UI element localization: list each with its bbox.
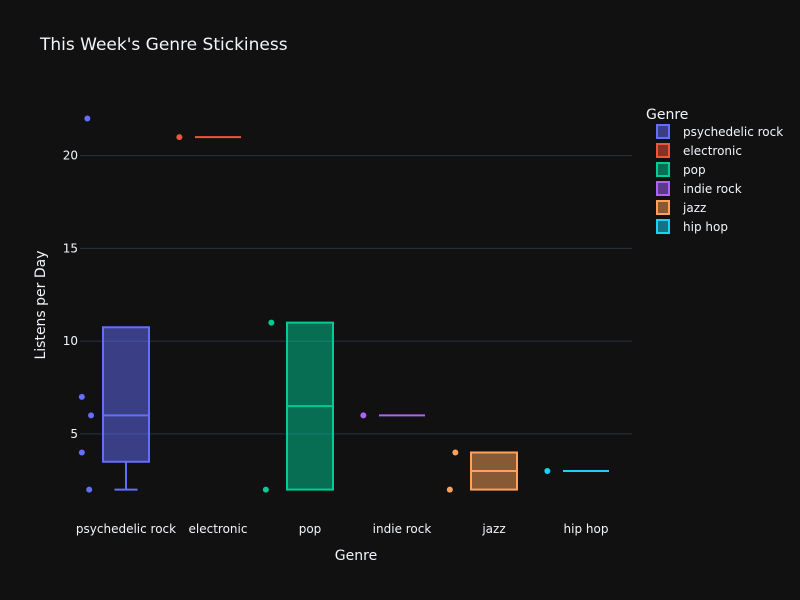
data-point[interactable]	[452, 449, 459, 456]
box-body[interactable]	[102, 326, 150, 463]
legend-label: pop	[683, 163, 706, 177]
legend-title: Genre	[646, 107, 688, 123]
legend-item-pop[interactable]: pop	[656, 162, 706, 177]
y-tick-label: 5	[70, 427, 78, 441]
box-hip-hop[interactable]	[544, 468, 609, 475]
data-point[interactable]	[86, 486, 93, 493]
legend-label: jazz	[682, 201, 706, 215]
data-point[interactable]	[88, 412, 95, 419]
data-point[interactable]	[78, 393, 85, 400]
gridlines	[80, 155, 632, 435]
legend-item-psychedelic-rock[interactable]: psychedelic rock	[656, 124, 783, 139]
legend-item-indie-rock[interactable]: indie rock	[656, 181, 742, 196]
legend-label: hip hop	[683, 220, 728, 234]
box-electronic[interactable]	[176, 134, 241, 141]
x-tick-label: electronic	[189, 522, 248, 536]
legend-label: indie rock	[683, 182, 742, 196]
box-traces	[78, 115, 609, 493]
legend-item-jazz[interactable]: jazz	[656, 200, 706, 215]
data-point[interactable]	[544, 468, 551, 475]
data-point[interactable]	[446, 486, 453, 493]
chart-title: This Week's Genre Stickiness	[39, 35, 288, 55]
box-jazz[interactable]	[446, 449, 518, 493]
legend-item-electronic[interactable]: electronic	[656, 143, 742, 158]
y-tick-label: 15	[63, 241, 78, 255]
legend-swatch	[656, 219, 670, 234]
box-indie-rock[interactable]	[360, 412, 425, 419]
y-tick-label: 10	[63, 334, 78, 348]
legend-swatch	[656, 200, 670, 215]
legend-swatch	[656, 124, 670, 139]
box-pop[interactable]	[262, 319, 334, 493]
x-axis-label: Genre	[335, 548, 377, 564]
y-axis-label: Listens per Day	[33, 250, 49, 359]
data-point[interactable]	[176, 134, 183, 141]
data-point[interactable]	[268, 319, 275, 326]
legend-label: psychedelic rock	[683, 125, 783, 139]
legend[interactable]: Genre psychedelic rock electronic pop indie…	[646, 107, 783, 234]
x-tick-label: jazz	[481, 522, 505, 536]
x-tick-label: psychedelic rock	[76, 522, 176, 536]
x-tick-label: indie rock	[373, 522, 432, 536]
y-tick-labels: 5 10 15 20	[63, 149, 78, 441]
data-point[interactable]	[78, 449, 85, 456]
legend-swatch	[656, 181, 670, 196]
y-tick-label: 20	[63, 149, 78, 163]
legend-swatch	[656, 143, 670, 158]
x-tick-label: hip hop	[564, 522, 609, 536]
data-point[interactable]	[262, 486, 269, 493]
data-point[interactable]	[84, 115, 91, 122]
legend-item-hip-hop[interactable]: hip hop	[656, 219, 728, 234]
x-tick-label: pop	[299, 522, 322, 536]
legend-label: electronic	[683, 144, 742, 158]
legend-swatch	[656, 162, 670, 177]
x-tick-labels: psychedelic rock electronic pop indie rock j…	[76, 522, 609, 536]
box-psychedelic-rock[interactable]	[78, 115, 150, 493]
data-point[interactable]	[360, 412, 367, 419]
